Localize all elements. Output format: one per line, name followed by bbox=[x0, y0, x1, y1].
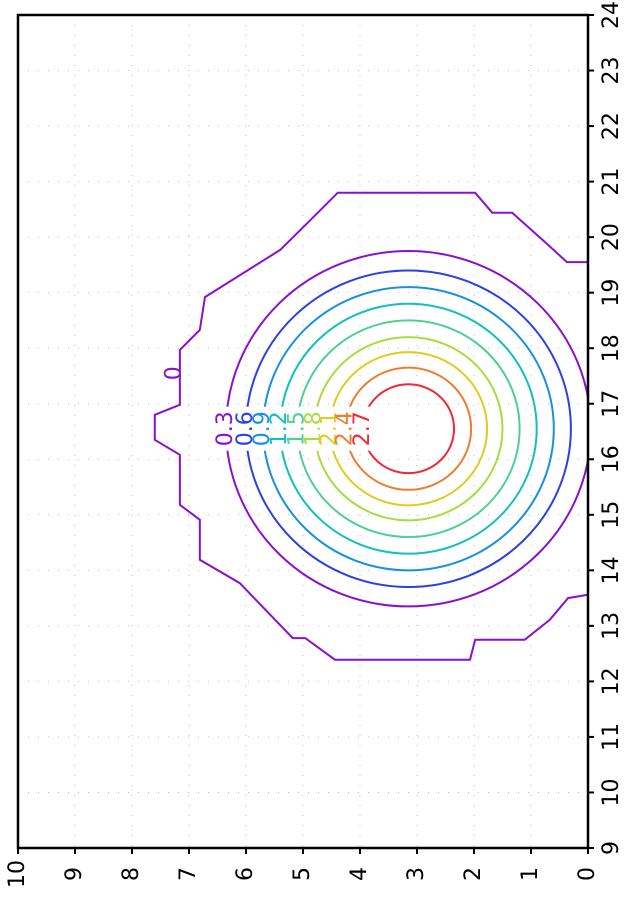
x-tick-label: 16 bbox=[599, 445, 624, 473]
x-tick-label: 17 bbox=[599, 390, 624, 418]
x-tick-label: 21 bbox=[599, 168, 624, 196]
y-tick-label: 1 bbox=[518, 867, 543, 881]
x-tick-label: 18 bbox=[599, 334, 624, 362]
contour-label: 0.3 bbox=[213, 411, 238, 446]
y-tick-label: 8 bbox=[119, 867, 144, 881]
x-tick-label: 10 bbox=[599, 778, 624, 806]
y-tick-label: 9 bbox=[62, 867, 87, 881]
label-backdrop bbox=[253, 406, 274, 451]
y-tick-label: 2 bbox=[461, 867, 486, 881]
x-tick-label: 24 bbox=[599, 1, 624, 29]
x-tick-label: 20 bbox=[599, 223, 624, 251]
labels: 0123456789109101112131415161718192021222… bbox=[5, 1, 624, 888]
label-backdrop bbox=[304, 406, 325, 451]
x-tick-label: 12 bbox=[599, 667, 624, 695]
contour-label: 0 bbox=[162, 366, 187, 380]
label-backdrop bbox=[319, 406, 340, 451]
label-backdrop bbox=[270, 406, 291, 451]
label-backdrop bbox=[287, 406, 308, 451]
y-tick-label: 6 bbox=[233, 867, 258, 881]
x-tick-label: 15 bbox=[599, 501, 624, 529]
x-tick-label: 9 bbox=[599, 841, 624, 855]
x-tick-label: 22 bbox=[599, 112, 624, 140]
x-tick-label: 23 bbox=[599, 57, 624, 85]
y-tick-label: 10 bbox=[5, 860, 30, 888]
y-tick-label: 0 bbox=[575, 867, 600, 881]
x-tick-label: 14 bbox=[599, 556, 624, 584]
label-backdrop bbox=[236, 406, 256, 451]
y-tick-label: 4 bbox=[347, 867, 372, 881]
y-tick-label: 3 bbox=[404, 867, 429, 881]
label-backdrop bbox=[216, 406, 237, 451]
y-tick-label: 5 bbox=[290, 867, 315, 881]
zero-contour bbox=[153, 191, 588, 661]
y-tick-label: 7 bbox=[176, 867, 201, 881]
x-tick-label: 13 bbox=[599, 612, 624, 640]
x-tick-label: 11 bbox=[599, 723, 624, 751]
label-backdrop bbox=[352, 406, 373, 451]
contour-line bbox=[361, 383, 456, 475]
label-backdrop bbox=[335, 406, 356, 451]
contour-label: 2.7 bbox=[350, 411, 375, 446]
x-tick-label: 19 bbox=[599, 279, 624, 307]
